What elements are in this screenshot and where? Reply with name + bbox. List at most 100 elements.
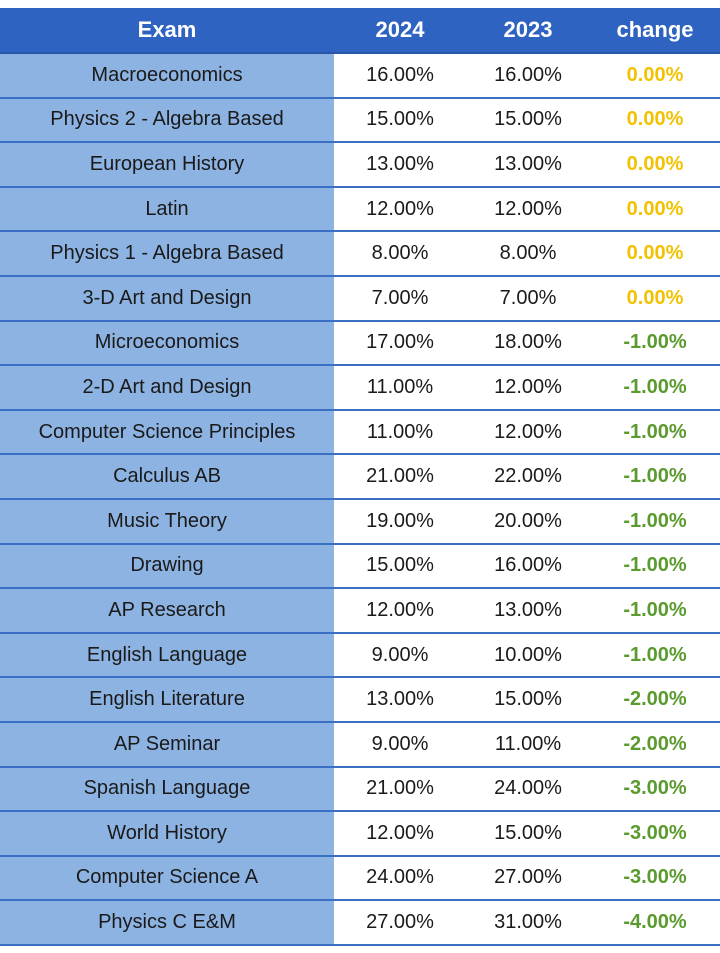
exam-cell: English Language [0, 632, 334, 679]
change-cell: -4.00% [590, 900, 720, 946]
exam-cell: European History [0, 142, 334, 188]
header-2023: 2023 [466, 8, 590, 54]
table-row: AP Research 12.00% 13.00% -1.00% [0, 588, 720, 634]
value-2023-cell: 12.00% [466, 409, 590, 456]
table-row: 2-D Art and Design 11.00% 12.00% -1.00% [0, 365, 720, 411]
value-2024-cell: 16.00% [334, 53, 466, 99]
change-cell: -1.00% [590, 588, 720, 634]
change-cell: -2.00% [590, 721, 720, 768]
value-2024-cell: 21.00% [334, 454, 466, 500]
exam-change-table: Exam 2024 2023 change Macroeconomics 16.0… [0, 8, 720, 946]
value-2024-cell: 12.00% [334, 811, 466, 857]
value-2024-cell: 19.00% [334, 498, 466, 545]
value-2023-cell: 15.00% [466, 677, 590, 723]
change-cell: -1.00% [590, 454, 720, 500]
value-2023-cell: 11.00% [466, 721, 590, 768]
exam-cell: Computer Science A [0, 855, 334, 902]
table-row: AP Seminar 9.00% 11.00% -2.00% [0, 721, 720, 768]
change-cell: 0.00% [590, 53, 720, 99]
table-row: Drawing 15.00% 16.00% -1.00% [0, 543, 720, 590]
table-body: Macroeconomics 16.00% 16.00% 0.00% Physics 2… [0, 53, 720, 946]
value-2024-cell: 9.00% [334, 721, 466, 768]
exam-cell: Macroeconomics [0, 53, 334, 99]
value-2024-cell: 13.00% [334, 677, 466, 723]
table-row: Physics C E&M 27.00% 31.00% -4.00% [0, 900, 720, 946]
table-row: Physics 2 - Algebra Based 15.00% 15.00% 0.0… [0, 97, 720, 144]
value-2024-cell: 7.00% [334, 275, 466, 322]
value-2023-cell: 18.00% [466, 320, 590, 367]
exam-cell: Music Theory [0, 498, 334, 545]
header-2024: 2024 [334, 8, 466, 54]
change-cell: -1.00% [590, 543, 720, 590]
value-2024-cell: 12.00% [334, 588, 466, 634]
value-2024-cell: 27.00% [334, 900, 466, 946]
table-row: English Language 9.00% 10.00% -1.00% [0, 632, 720, 679]
value-2023-cell: 8.00% [466, 231, 590, 277]
table-row: Latin 12.00% 12.00% 0.00% [0, 186, 720, 233]
change-cell: -1.00% [590, 498, 720, 545]
exam-cell: Spanish Language [0, 766, 334, 813]
table-row: English Literature 13.00% 15.00% -2.00% [0, 677, 720, 723]
value-2023-cell: 15.00% [466, 811, 590, 857]
change-cell: -3.00% [590, 766, 720, 813]
change-cell: -1.00% [590, 365, 720, 411]
header-row: Exam 2024 2023 change [0, 8, 720, 54]
value-2023-cell: 15.00% [466, 97, 590, 144]
value-2023-cell: 13.00% [466, 142, 590, 188]
value-2023-cell: 22.00% [466, 454, 590, 500]
table-row: 3-D Art and Design 7.00% 7.00% 0.00% [0, 275, 720, 322]
value-2023-cell: 16.00% [466, 53, 590, 99]
exam-cell: World History [0, 811, 334, 857]
header-exam: Exam [0, 8, 334, 54]
table-row: Music Theory 19.00% 20.00% -1.00% [0, 498, 720, 545]
value-2023-cell: 12.00% [466, 365, 590, 411]
value-2023-cell: 20.00% [466, 498, 590, 545]
value-2024-cell: 17.00% [334, 320, 466, 367]
exam-cell: 3-D Art and Design [0, 275, 334, 322]
exam-cell: English Literature [0, 677, 334, 723]
exam-cell: Calculus AB [0, 454, 334, 500]
value-2023-cell: 16.00% [466, 543, 590, 590]
header-change: change [590, 8, 720, 54]
table-row: Physics 1 - Algebra Based 8.00% 8.00% 0.00% [0, 231, 720, 277]
value-2024-cell: 13.00% [334, 142, 466, 188]
value-2024-cell: 8.00% [334, 231, 466, 277]
value-2024-cell: 9.00% [334, 632, 466, 679]
value-2024-cell: 15.00% [334, 543, 466, 590]
change-cell: 0.00% [590, 97, 720, 144]
exam-cell: Latin [0, 186, 334, 233]
value-2023-cell: 12.00% [466, 186, 590, 233]
exam-cell: Physics 1 - Algebra Based [0, 231, 334, 277]
exam-cell: Drawing [0, 543, 334, 590]
value-2023-cell: 10.00% [466, 632, 590, 679]
exam-cell: 2-D Art and Design [0, 365, 334, 411]
change-cell: 0.00% [590, 275, 720, 322]
change-cell: -3.00% [590, 811, 720, 857]
table-row: Macroeconomics 16.00% 16.00% 0.00% [0, 53, 720, 99]
value-2024-cell: 11.00% [334, 409, 466, 456]
value-2023-cell: 13.00% [466, 588, 590, 634]
exam-cell: Physics C E&M [0, 900, 334, 946]
table-row: Microeconomics 17.00% 18.00% -1.00% [0, 320, 720, 367]
exam-cell: AP Research [0, 588, 334, 634]
value-2023-cell: 27.00% [466, 855, 590, 902]
value-2023-cell: 31.00% [466, 900, 590, 946]
value-2024-cell: 21.00% [334, 766, 466, 813]
change-cell: -1.00% [590, 320, 720, 367]
value-2024-cell: 15.00% [334, 97, 466, 144]
value-2023-cell: 7.00% [466, 275, 590, 322]
change-cell: 0.00% [590, 186, 720, 233]
value-2023-cell: 24.00% [466, 766, 590, 813]
exam-cell: AP Seminar [0, 721, 334, 768]
value-2024-cell: 12.00% [334, 186, 466, 233]
change-cell: -3.00% [590, 855, 720, 902]
change-cell: 0.00% [590, 142, 720, 188]
change-cell: -1.00% [590, 632, 720, 679]
table-row: World History 12.00% 15.00% -3.00% [0, 811, 720, 857]
value-2024-cell: 11.00% [334, 365, 466, 411]
change-cell: 0.00% [590, 231, 720, 277]
table-row: European History 13.00% 13.00% 0.00% [0, 142, 720, 188]
exam-cell: Computer Science Principles [0, 409, 334, 456]
table-row: Computer Science A 24.00% 27.00% -3.00% [0, 855, 720, 902]
table-row: Computer Science Principles 11.00% 12.00% -… [0, 409, 720, 456]
